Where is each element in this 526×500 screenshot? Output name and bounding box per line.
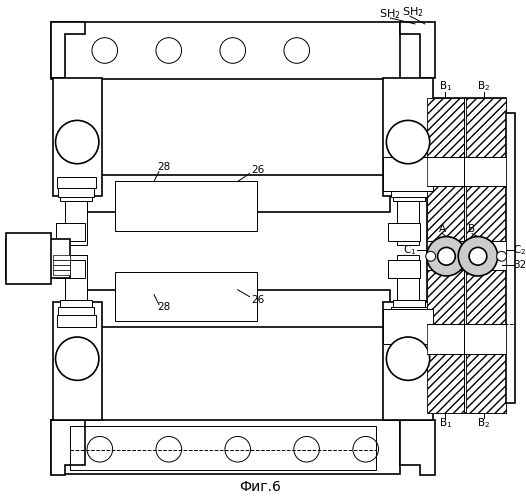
Text: B$_1$: B$_1$: [439, 79, 452, 93]
Bar: [50, 420, 400, 474]
Circle shape: [220, 38, 246, 64]
Bar: [391, 186, 427, 197]
Bar: [53, 302, 102, 420]
Circle shape: [56, 120, 99, 164]
Bar: [466, 354, 505, 413]
Bar: [388, 260, 420, 278]
Bar: [56, 316, 96, 327]
Bar: [58, 308, 94, 320]
Circle shape: [87, 436, 113, 462]
Bar: [53, 270, 70, 275]
Bar: [393, 300, 425, 308]
Text: B$_2$: B$_2$: [477, 416, 490, 430]
Bar: [427, 354, 464, 413]
Bar: [53, 256, 70, 260]
Bar: [383, 302, 433, 420]
Bar: [383, 157, 433, 192]
Bar: [389, 176, 429, 188]
Bar: [427, 98, 464, 157]
Bar: [397, 196, 419, 246]
Text: SH$_2$: SH$_2$: [379, 7, 401, 21]
Circle shape: [294, 436, 319, 462]
Circle shape: [438, 248, 456, 265]
Text: B$_2$: B$_2$: [477, 79, 490, 93]
Bar: [53, 265, 70, 270]
Circle shape: [156, 38, 181, 64]
Bar: [53, 260, 70, 265]
Text: 28: 28: [157, 302, 170, 312]
Bar: [427, 240, 505, 270]
Text: SH$_2$: SH$_2$: [402, 5, 424, 19]
Bar: [6, 238, 70, 278]
Bar: [466, 270, 505, 324]
Bar: [466, 98, 505, 157]
Bar: [391, 308, 427, 320]
Circle shape: [427, 236, 466, 276]
Bar: [383, 310, 433, 344]
Bar: [56, 260, 85, 278]
Circle shape: [225, 436, 250, 462]
Bar: [427, 324, 505, 354]
Text: Фиг.6: Фиг.6: [239, 480, 281, 494]
Circle shape: [387, 337, 430, 380]
Circle shape: [458, 236, 498, 276]
Bar: [85, 174, 390, 212]
Polygon shape: [50, 420, 85, 475]
Text: 32: 32: [513, 260, 526, 270]
Circle shape: [469, 248, 487, 265]
Bar: [85, 290, 390, 327]
Circle shape: [353, 436, 379, 462]
Polygon shape: [400, 420, 434, 475]
Bar: [383, 78, 433, 196]
Bar: [60, 300, 92, 308]
Bar: [65, 256, 87, 304]
Bar: [427, 157, 505, 186]
Bar: [115, 272, 257, 322]
Bar: [397, 256, 419, 304]
Text: C$_2$: C$_2$: [513, 244, 526, 258]
Polygon shape: [400, 22, 434, 78]
Bar: [427, 186, 464, 240]
Text: C$_1$: C$_1$: [403, 244, 417, 258]
Text: B: B: [469, 224, 476, 234]
Bar: [505, 112, 515, 403]
Bar: [427, 270, 464, 324]
Bar: [50, 22, 400, 79]
Circle shape: [426, 252, 436, 261]
Text: 26: 26: [251, 294, 264, 304]
Polygon shape: [50, 22, 85, 78]
Bar: [427, 98, 505, 413]
Bar: [58, 186, 94, 197]
Bar: [393, 194, 425, 201]
Bar: [427, 240, 505, 270]
Circle shape: [56, 337, 99, 380]
Text: B$_1$: B$_1$: [439, 416, 452, 430]
Bar: [70, 426, 376, 470]
Text: 26: 26: [251, 164, 264, 174]
Bar: [56, 223, 85, 240]
Text: 28: 28: [157, 162, 170, 172]
Circle shape: [497, 252, 507, 261]
Text: A: A: [439, 224, 446, 234]
Bar: [388, 223, 420, 240]
Bar: [65, 196, 87, 246]
Bar: [53, 78, 102, 196]
Bar: [466, 186, 505, 240]
Circle shape: [284, 38, 310, 64]
Circle shape: [92, 38, 118, 64]
Bar: [60, 194, 92, 201]
Bar: [389, 316, 429, 327]
Circle shape: [156, 436, 181, 462]
Circle shape: [387, 120, 430, 164]
Bar: [6, 232, 50, 284]
Bar: [115, 182, 257, 230]
Bar: [56, 176, 96, 188]
